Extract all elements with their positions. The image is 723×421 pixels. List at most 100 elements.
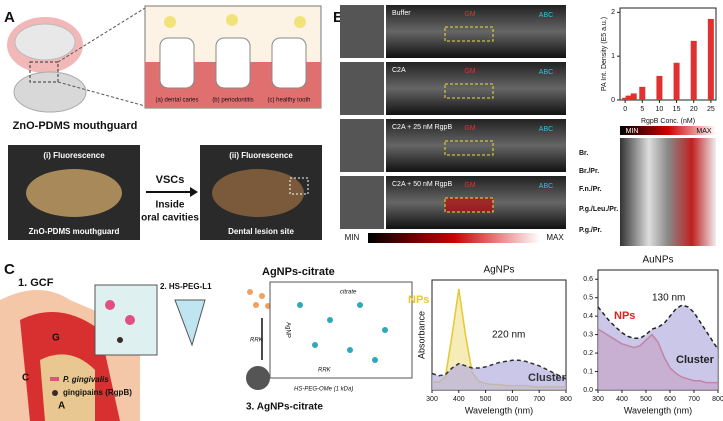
x-tick-label: 300 — [426, 396, 438, 403]
teeth-upper — [14, 23, 76, 61]
mouthguard — [13, 71, 87, 113]
roi-box — [444, 26, 494, 42]
pa-frame — [386, 119, 566, 172]
panel-label: B — [333, 9, 344, 26]
annotation: 220 nm — [492, 330, 525, 341]
scale-min: MIN — [345, 233, 360, 242]
mouthguard-photo — [26, 169, 122, 217]
photo-caption: ZnO-PDMS mouthguard — [29, 227, 120, 236]
bar — [673, 62, 680, 100]
x-tick-label: 25 — [707, 106, 715, 113]
gm-label: GM — [464, 68, 475, 75]
x-tick-label: 20 — [690, 106, 698, 113]
x-tick-label: 400 — [453, 396, 465, 403]
tissue-label: C — [22, 373, 29, 384]
abc-label: ABC — [539, 183, 553, 190]
y-tick-label: 0.1 — [583, 368, 593, 375]
arrow-label: VSCs — [156, 174, 185, 186]
condition-label: (c) healthy tooth — [267, 98, 310, 104]
bacteria — [226, 14, 238, 26]
line — [431, 359, 567, 380]
heatmap — [620, 138, 716, 246]
y-tick-label: 0.5 — [583, 295, 593, 302]
rrk-label: RRK — [318, 368, 332, 374]
step-label: 1. GCF — [18, 277, 54, 289]
scale-min: MIN — [626, 128, 639, 135]
dispersion-box — [269, 281, 413, 379]
strip-label: F.n./Pr. — [579, 186, 602, 193]
x-axis-label: Wavelength (nm) — [465, 405, 533, 415]
x-tick-label: 300 — [592, 396, 604, 403]
legend-label: P. gingivalis — [63, 375, 109, 384]
y-tick-label: 0.4 — [583, 313, 593, 320]
series-label: NPs — [614, 310, 635, 322]
arrow-label: Inside — [156, 200, 185, 211]
tube — [174, 299, 206, 347]
zoom-line — [57, 81, 146, 107]
area — [432, 360, 566, 390]
area — [598, 305, 718, 390]
chart-title: AuNPs — [642, 255, 673, 266]
chart-title: AgNPs — [483, 265, 514, 276]
x-tick-label: 500 — [640, 396, 652, 403]
line — [597, 304, 719, 350]
pa-frame — [386, 5, 566, 58]
bacteria — [294, 16, 306, 28]
gm-label: GM — [464, 125, 475, 132]
zoom-line — [57, 7, 146, 63]
x-tick-label: 800 — [560, 396, 572, 403]
gm-label: GM — [464, 11, 475, 18]
x-tick-label: 400 — [616, 396, 628, 403]
strip-label: P.g./Pr. — [579, 227, 602, 234]
frame-label: C2A — [392, 67, 406, 74]
condition-label: (b) periodontitis — [212, 98, 253, 104]
color-scale — [368, 233, 540, 243]
x-tick-label: 10 — [656, 106, 664, 113]
y-tick-label: 1 — [611, 53, 615, 60]
step-label: 3. AgNPs-citrate — [246, 402, 323, 413]
thumbnail — [340, 62, 384, 115]
area — [432, 288, 566, 390]
agnp-label: AgNP — [284, 322, 290, 338]
gm-label: GM — [464, 182, 475, 189]
x-tick-label: 500 — [480, 396, 492, 403]
scale-max: MAX — [546, 233, 564, 242]
heatmap-scale — [620, 126, 716, 135]
bar — [639, 86, 646, 100]
bar — [690, 40, 697, 100]
panel-label: A — [4, 9, 15, 26]
mouthguard-title: ZnO-PDMS mouthguard — [13, 120, 138, 132]
legend-label: gingipains (RgpB) — [63, 388, 132, 397]
frame-label: Buffer — [392, 10, 411, 17]
rrk-label: RRK — [250, 338, 264, 344]
legend-swatch — [50, 377, 59, 381]
y-tick-label: 2 — [611, 9, 615, 16]
tooth — [215, 37, 251, 89]
tooth — [271, 37, 307, 89]
step-label: 2. HS-PEG-L1 — [160, 282, 212, 291]
y-tick-label: 0.2 — [583, 350, 593, 357]
bar — [622, 97, 629, 100]
pa-frame — [386, 62, 566, 115]
abc-label: ABC — [539, 126, 553, 133]
zoom-box — [29, 61, 59, 83]
tissue-label: A — [58, 401, 65, 412]
x-tick-label: 600 — [507, 396, 519, 403]
strip-label: Br./Pr. — [579, 168, 599, 175]
y-tick-label: 0.6 — [583, 276, 593, 283]
thumbnail — [340, 119, 384, 172]
x-tick-label: 700 — [688, 396, 700, 403]
bar — [707, 18, 714, 101]
x-tick-label: 700 — [533, 396, 545, 403]
bar — [656, 75, 663, 100]
scale-max: MAX — [696, 128, 712, 135]
strip-label: Br. — [579, 150, 588, 157]
lesion-box — [289, 177, 309, 195]
mouthguard-photo — [212, 169, 304, 217]
bar — [630, 93, 637, 100]
agnps-title: AgNPs-citrate — [262, 266, 335, 278]
photo-title: (ii) Fluorescence — [229, 151, 293, 160]
legend-swatch — [52, 390, 58, 396]
tissue-label: G — [52, 333, 60, 344]
roi-box — [444, 83, 494, 99]
